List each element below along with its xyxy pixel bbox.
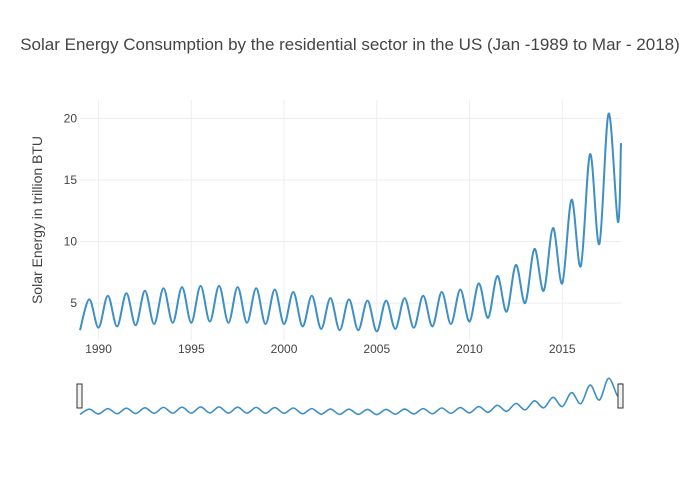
range-slider-left-handle[interactable] [76, 383, 83, 409]
range-slider-right-handle[interactable] [617, 383, 624, 409]
y-tick-label: 10 [64, 235, 78, 249]
y-tick-label: 5 [70, 296, 77, 310]
x-tick-label: 2000 [271, 342, 298, 356]
gridlines [80, 100, 621, 340]
y-tick-label: 15 [64, 173, 78, 187]
x-tick-label: 2005 [363, 342, 390, 356]
range-slider-background [80, 372, 621, 426]
y-tick-label: 20 [64, 111, 78, 125]
range-slider[interactable] [76, 372, 624, 426]
x-tick-label: 1990 [85, 342, 112, 356]
x-tick-label: 1995 [178, 342, 205, 356]
x-tick-label: 2015 [549, 342, 576, 356]
x-axis-ticks: 1990 1995 2000 2005 2010 2015 [85, 342, 576, 356]
y-axis-title: Solar Energy in trillion BTU [29, 136, 45, 304]
chart-title: Solar Energy Consumption by the resident… [20, 35, 680, 54]
series-line [79, 112, 622, 333]
x-tick-label: 2010 [456, 342, 483, 356]
y-axis-ticks: 5 10 15 20 [64, 111, 78, 310]
range-slider-series-line [79, 377, 622, 416]
